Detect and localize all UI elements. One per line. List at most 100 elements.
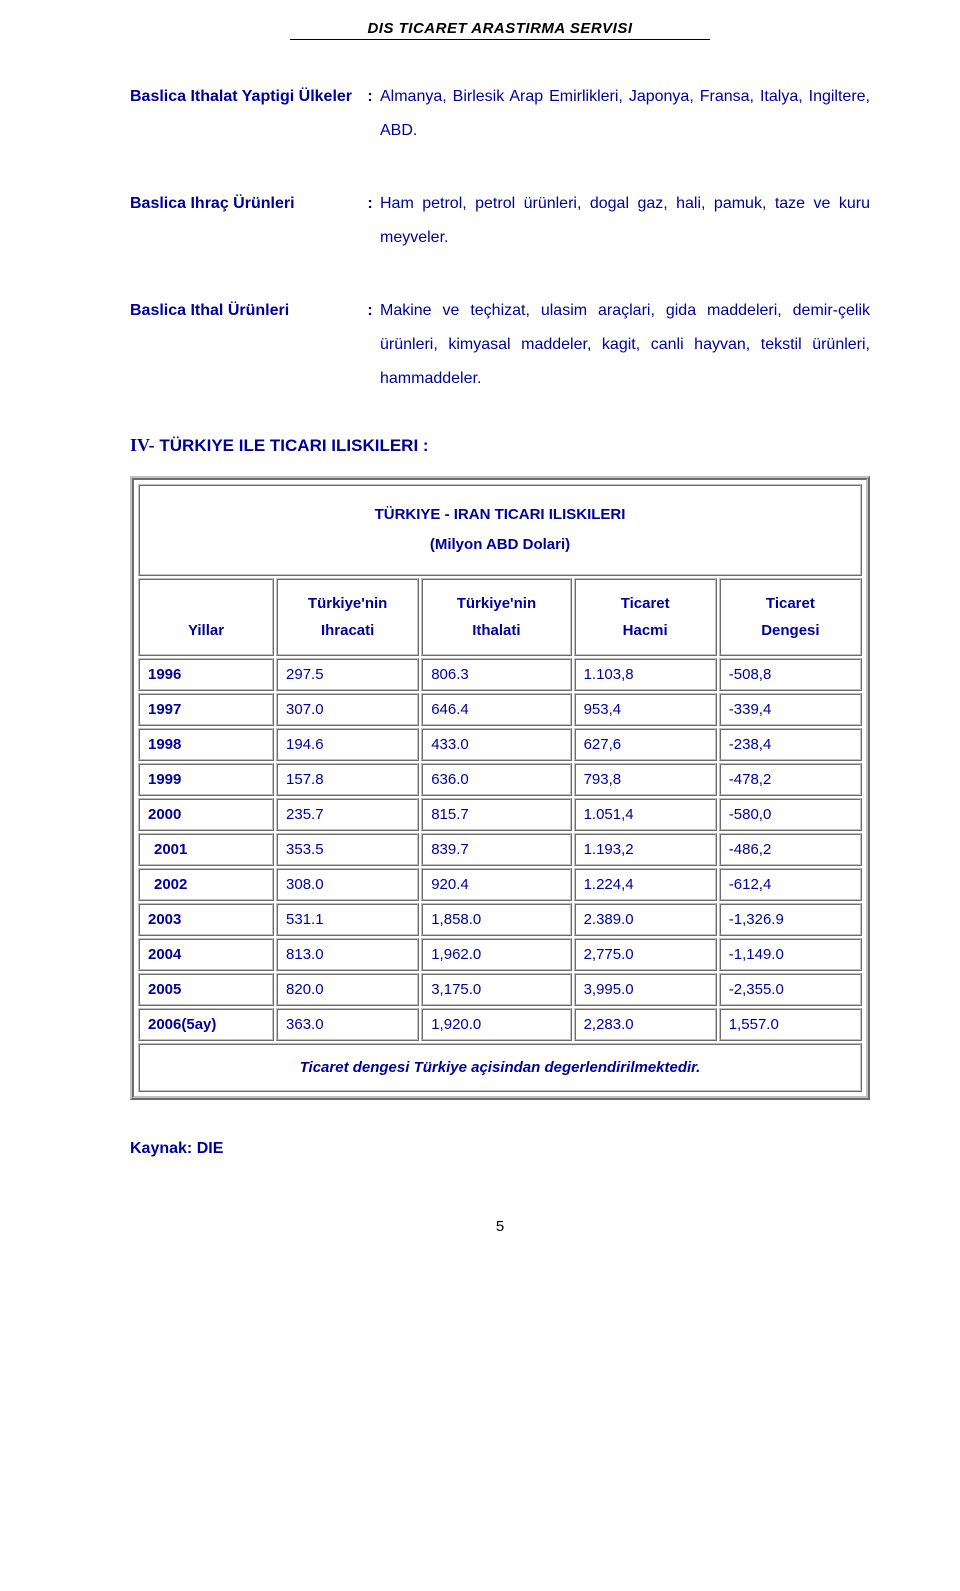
cell-import: 433.0 (421, 728, 571, 761)
col-header-import: Türkiye'nin Ithalati (421, 578, 571, 656)
cell-balance: -1,149.0 (719, 938, 862, 971)
cell-import: 806.3 (421, 658, 571, 691)
cell-volume: 1.224,4 (574, 868, 717, 901)
table-footnote-row: Ticaret dengesi Türkiye açisindan degerl… (138, 1043, 862, 1092)
definition-row: Baslica Ithalat Yaptigi Ülkeler:Almanya,… (130, 80, 870, 147)
cell-year: 2002 (138, 868, 274, 901)
cell-year: 1999 (138, 763, 274, 796)
cell-import: 839.7 (421, 833, 571, 866)
cell-import: 920.4 (421, 868, 571, 901)
col-header-line: Hacmi (623, 622, 668, 639)
cell-year: 1997 (138, 693, 274, 726)
table-title-line2: (Milyon ABD Dolari) (430, 536, 570, 553)
definition-value: Almanya, Birlesik Arap Emirlikleri, Japo… (380, 80, 870, 147)
table-title-line1: TÜRKIYE - IRAN TICARI ILISKILERI (375, 506, 626, 523)
col-header-line: Dengesi (761, 622, 819, 639)
section-title-text: TÜRKIYE ILE TICARI ILISKILERI : (155, 436, 429, 455)
col-header-line: Türkiye'nin (457, 595, 536, 612)
cell-import: 636.0 (421, 763, 571, 796)
cell-import: 1,962.0 (421, 938, 571, 971)
cell-export: 157.8 (276, 763, 419, 796)
cell-balance: -612,4 (719, 868, 862, 901)
cell-export: 308.0 (276, 868, 419, 901)
definition-row: Baslica Ithal Ürünleri:Makine ve teçhiza… (130, 294, 870, 395)
cell-export: 235.7 (276, 798, 419, 831)
col-header-line: Ticaret (621, 595, 670, 612)
cell-import: 3,175.0 (421, 973, 571, 1006)
table-row: 1999157.8636.0793,8-478,2 (138, 763, 862, 796)
cell-volume: 627,6 (574, 728, 717, 761)
cell-export: 307.0 (276, 693, 419, 726)
cell-export: 531.1 (276, 903, 419, 936)
cell-balance: -478,2 (719, 763, 862, 796)
definition-row: Baslica Ihraç Ürünleri:Ham petrol, petro… (130, 187, 870, 254)
table-row: 2005 820.03,175.0 3,995.0-2,355.0 (138, 973, 862, 1006)
cell-volume: 3,995.0 (574, 973, 717, 1006)
cell-year: 2003 (138, 903, 274, 936)
cell-import: 1,920.0 (421, 1008, 571, 1041)
section-heading: IV- TÜRKIYE ILE TICARI ILISKILERI : (130, 435, 870, 456)
col-header-balance: Ticaret Dengesi (719, 578, 862, 656)
cell-balance: -339,4 (719, 693, 862, 726)
col-header-line: Yillar (188, 622, 224, 639)
source-label: Kaynak: DIE (130, 1140, 870, 1158)
cell-volume: 2,775.0 (574, 938, 717, 971)
cell-balance: -508,8 (719, 658, 862, 691)
cell-export: 353.5 (276, 833, 419, 866)
col-header-line: Ithalati (472, 622, 520, 639)
trade-table: TÜRKIYE - IRAN TICARI ILISKILERI (Milyon… (136, 482, 864, 1094)
table-row: 2003531.11,858.0 2.389.0-1,326.9 (138, 903, 862, 936)
cell-balance: -486,2 (719, 833, 862, 866)
cell-year: 1996 (138, 658, 274, 691)
cell-balance: -1,326.9 (719, 903, 862, 936)
definition-colon: : (360, 80, 380, 147)
trade-table-wrapper: TÜRKIYE - IRAN TICARI ILISKILERI (Milyon… (130, 476, 870, 1100)
table-title-row: TÜRKIYE - IRAN TICARI ILISKILERI (Milyon… (138, 484, 862, 576)
cell-year: 1998 (138, 728, 274, 761)
cell-balance: -238,4 (719, 728, 862, 761)
definition-label: Baslica Ithal Ürünleri (130, 294, 360, 395)
col-header-export: Türkiye'nin Ihracati (276, 578, 419, 656)
col-header-year: Yillar (138, 578, 274, 656)
cell-export: 297.5 (276, 658, 419, 691)
cell-export: 820.0 (276, 973, 419, 1006)
table-row: 2006(5ay)363.01,920.0 2,283.01,557.0 (138, 1008, 862, 1041)
table-row: 1998194.6433.0627,6-238,4 (138, 728, 862, 761)
col-header-line: Ihracati (321, 622, 374, 639)
cell-year: 2004 (138, 938, 274, 971)
table-row: 2002308.0 920.4 1.224,4-612,4 (138, 868, 862, 901)
cell-export: 194.6 (276, 728, 419, 761)
table-title-cell: TÜRKIYE - IRAN TICARI ILISKILERI (Milyon… (138, 484, 862, 576)
table-row: 2001353.5839.71.193,2-486,2 (138, 833, 862, 866)
definition-label: Baslica Ihraç Ürünleri (130, 187, 360, 254)
cell-export: 363.0 (276, 1008, 419, 1041)
definition-value: Makine ve teçhizat, ulasim araçlari, gid… (380, 294, 870, 395)
definition-value: Ham petrol, petrol ürünleri, dogal gaz, … (380, 187, 870, 254)
table-row: 2004 813.01,962.0 2,775.0-1,149.0 (138, 938, 862, 971)
col-header-volume: Ticaret Hacmi (574, 578, 717, 656)
cell-import: 1,858.0 (421, 903, 571, 936)
cell-year: 2005 (138, 973, 274, 1006)
cell-volume: 793,8 (574, 763, 717, 796)
cell-year: 2001 (138, 833, 274, 866)
cell-volume: 1.103,8 (574, 658, 717, 691)
cell-volume: 1.193,2 (574, 833, 717, 866)
cell-export: 813.0 (276, 938, 419, 971)
col-header-line: Ticaret (766, 595, 815, 612)
cell-year: 2006(5ay) (138, 1008, 274, 1041)
definition-colon: : (360, 294, 380, 395)
cell-volume: 2,283.0 (574, 1008, 717, 1041)
page-container: DIS TICARET ARASTIRMA SERVISI Baslica It… (0, 0, 960, 1275)
cell-year: 2000 (138, 798, 274, 831)
col-header-line: Türkiye'nin (308, 595, 387, 612)
cell-balance: -2,355.0 (719, 973, 862, 1006)
cell-import: 646.4 (421, 693, 571, 726)
cell-volume: 953,4 (574, 693, 717, 726)
definitions-block: Baslica Ithalat Yaptigi Ülkeler:Almanya,… (130, 80, 870, 395)
table-row: 1997307.0646.4953,4-339,4 (138, 693, 862, 726)
definition-colon: : (360, 187, 380, 254)
table-header-row: Yillar Türkiye'nin Ihracati Türkiye'nin … (138, 578, 862, 656)
cell-balance: -580,0 (719, 798, 862, 831)
definition-label: Baslica Ithalat Yaptigi Ülkeler (130, 80, 360, 147)
cell-import: 815.7 (421, 798, 571, 831)
